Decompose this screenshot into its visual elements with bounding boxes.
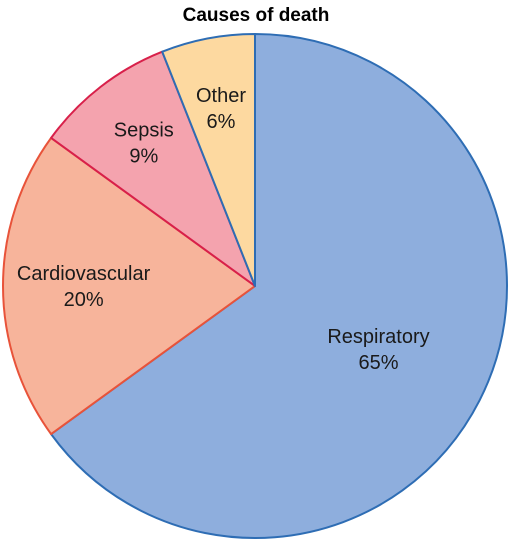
pie-slice-cardiovascular [2,136,256,436]
slice-value-other: 6% [207,111,236,133]
slice-label-other: Other [196,85,246,107]
slice-value-cardiovascular: 20% [64,289,104,311]
slice-label-cardiovascular: Cardiovascular [17,263,151,285]
pie-labels: Respiratory 65% Cardiovascular 20% Sepsis 9% O… [17,85,430,374]
slice-label-sepsis: Sepsis [114,120,174,142]
pie-slice-respiratory [50,33,509,539]
chart-title: Causes of death [183,5,330,26]
slice-value-sepsis: 9% [129,146,158,168]
pie-slice-other [161,33,256,287]
pie-slice-sepsis [50,50,256,287]
slice-value-respiratory: 65% [358,352,398,374]
slice-label-respiratory: Respiratory [327,326,429,348]
pie-slices [2,33,509,539]
